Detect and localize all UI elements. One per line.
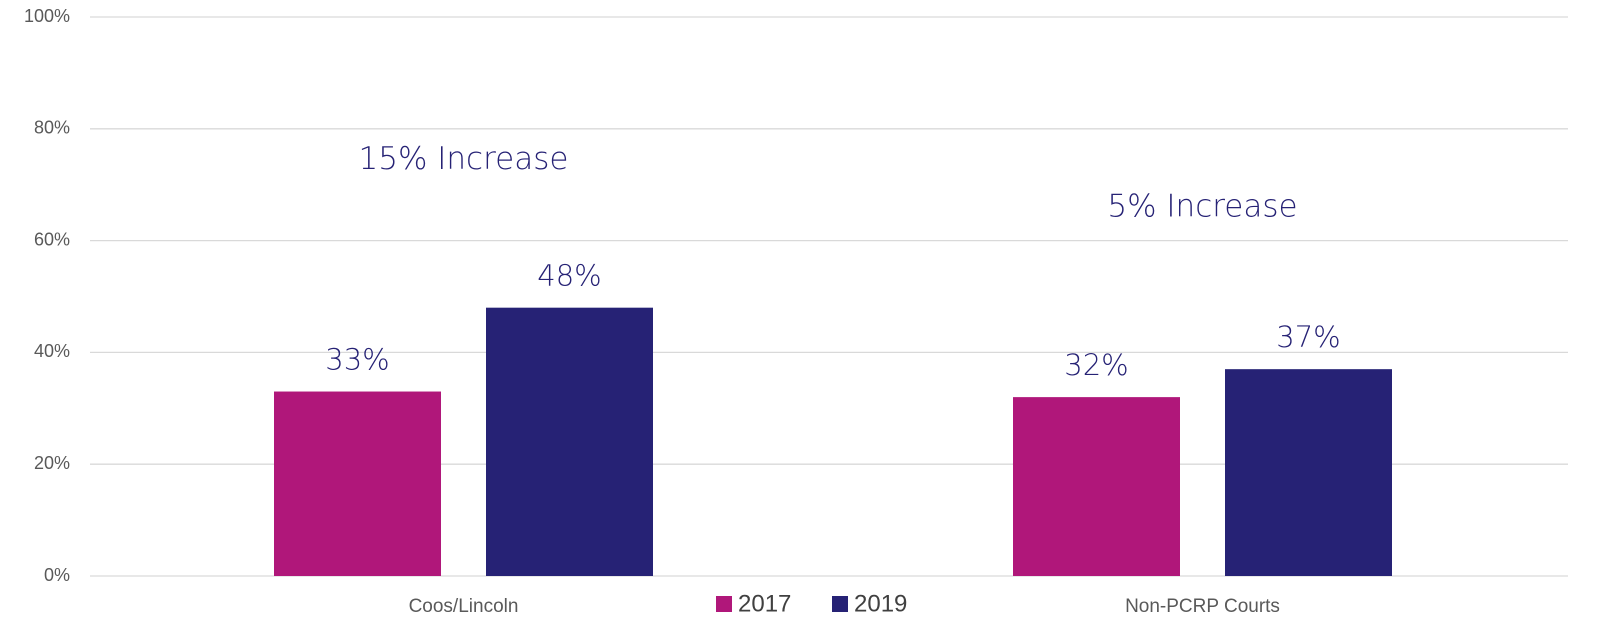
bar	[1013, 397, 1180, 576]
legend-label: 2017	[738, 590, 791, 617]
y-tick-label: 80%	[34, 118, 70, 138]
bar	[274, 391, 441, 576]
y-tick-label: 40%	[34, 341, 70, 361]
y-tick-label: 0%	[44, 565, 70, 585]
y-tick-label: 60%	[34, 229, 70, 249]
data-label: 48%	[537, 259, 601, 293]
legend-swatch	[716, 596, 732, 612]
annotation: 5% Increase	[1107, 189, 1297, 225]
bar	[486, 307, 653, 576]
legend-swatch	[832, 596, 848, 612]
legend-label: 2019	[854, 590, 907, 617]
data-label: 33%	[325, 343, 389, 377]
data-label: 37%	[1276, 320, 1340, 354]
x-tick-label: Coos/Lincoln	[409, 596, 519, 617]
y-tick-label: 20%	[34, 453, 70, 473]
data-label: 32%	[1064, 348, 1128, 382]
y-tick-label: 100%	[24, 6, 70, 26]
annotation: 15% Increase	[359, 141, 569, 177]
bar	[1225, 369, 1392, 576]
x-tick-label: Non-PCRP Courts	[1125, 596, 1280, 617]
